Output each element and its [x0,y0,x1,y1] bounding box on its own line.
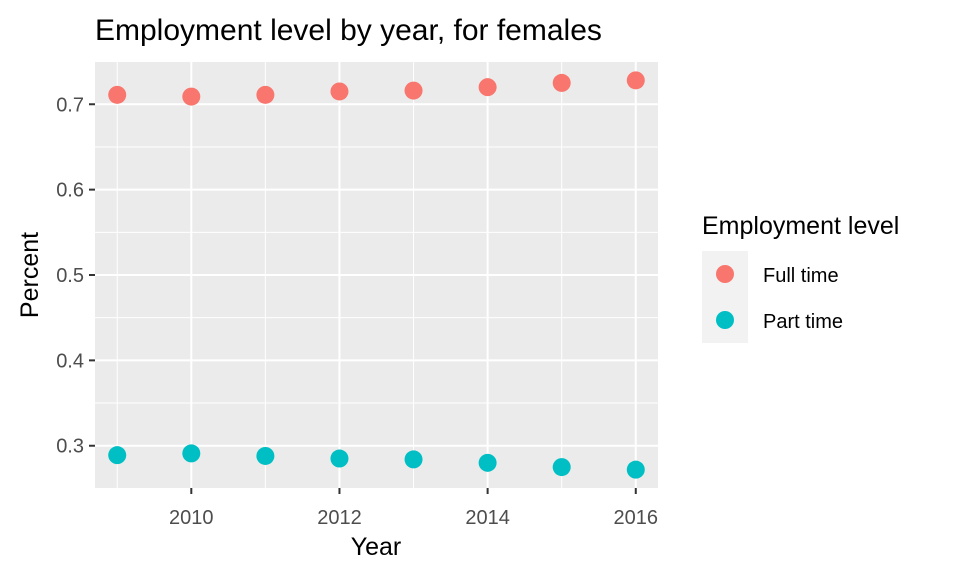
y-tick-label: 0.4 [56,350,84,372]
data-point-full-time [478,78,497,97]
y-tick-label: 0.5 [56,265,84,287]
data-point-full-time [108,85,127,104]
data-point-part-time [478,453,497,472]
legend-title: Employment level [702,212,899,240]
data-point-part-time [552,458,571,477]
data-point-part-time [626,460,645,479]
chart-title: Employment level by year, for females [95,14,602,47]
x-axis-title: Year [351,533,402,561]
data-point-part-time [404,450,423,469]
legend-key-background [702,251,748,343]
x-tick-label: 2016 [614,507,659,529]
data-point-part-time [256,446,275,465]
x-tick-label: 2012 [317,507,362,529]
legend-label-full-time: Full time [763,265,839,287]
data-point-full-time [330,82,349,101]
y-tick-label: 0.3 [56,436,84,458]
data-point-part-time [108,446,127,465]
legend-label-part-time: Part time [763,311,843,333]
data-point-full-time [626,71,645,90]
data-point-full-time [182,87,201,106]
y-tick-label: 0.7 [56,94,84,116]
legend-key-full-time [716,265,734,283]
x-tick-label: 2014 [465,507,510,529]
y-axis-title: Percent [16,232,44,318]
data-point-part-time [330,449,349,468]
data-point-full-time [552,73,571,92]
y-axis: 0.3 0.4 0.5 0.6 0.7 [56,94,95,458]
data-point-full-time [404,81,423,100]
x-tick-label: 2010 [169,507,214,529]
legend: Employment level Full time Part time [702,212,899,343]
legend-key-part-time [716,311,734,329]
data-point-full-time [256,85,275,104]
data-point-part-time [182,444,201,463]
data-points [108,71,645,479]
y-tick-label: 0.6 [56,180,84,202]
x-axis: 2010 2012 2014 2016 [169,488,658,529]
